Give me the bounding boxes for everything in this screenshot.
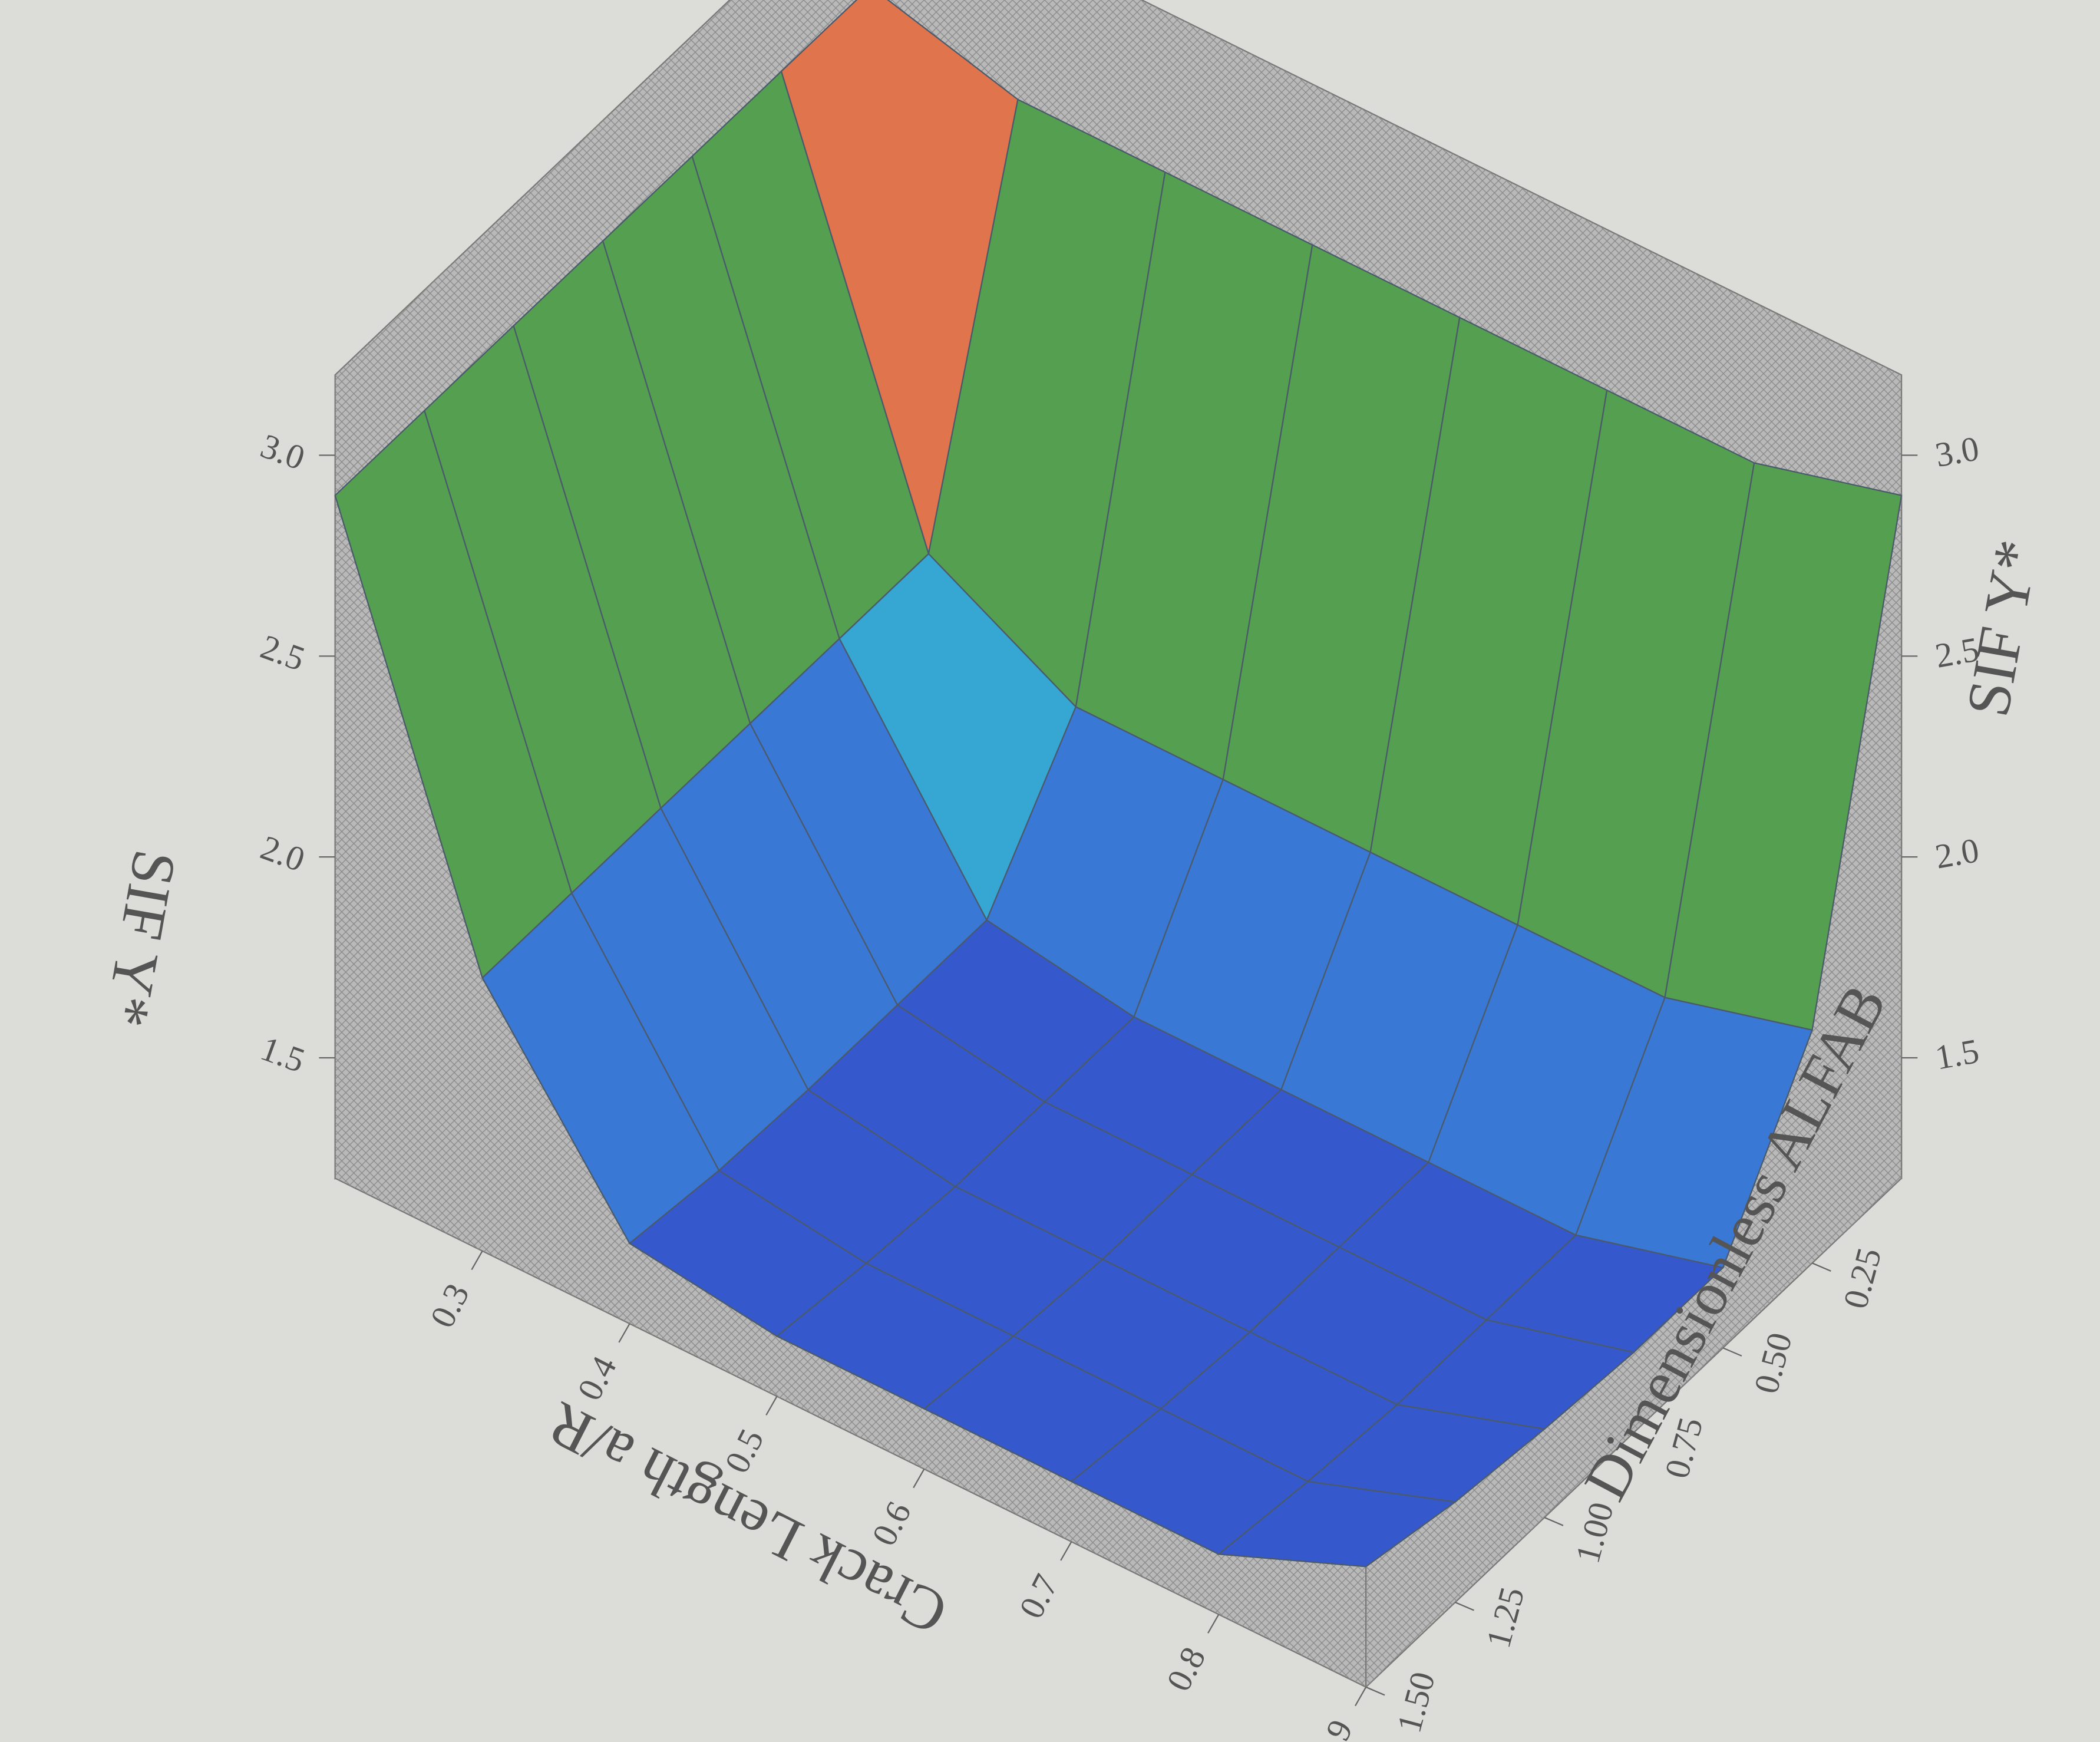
z-tick-label: 3.0 xyxy=(1932,428,1982,474)
y-tick xyxy=(1544,1517,1563,1526)
y-tick-label: 0.25 xyxy=(1835,1243,1889,1312)
page: {"chart_data": { "type": "surface", "x_l… xyxy=(0,0,2100,1742)
z-tick-label: 2.5 xyxy=(256,627,310,678)
y-tick-label: 0.50 xyxy=(1746,1328,1800,1397)
z-tick-label: 1.5 xyxy=(256,1028,310,1080)
x-tick-label: 0.3 xyxy=(422,1277,477,1334)
chart: 0.30.40.50.60.70.80.90.250.500.751.001.2… xyxy=(0,0,2100,1742)
x-tick xyxy=(1355,1687,1366,1706)
y-tick xyxy=(1723,1348,1742,1356)
y-tick-label: 1.50 xyxy=(1389,1668,1443,1737)
z-axis-label: SIF Y* xyxy=(1953,535,2052,722)
y-tick-label: 1.00 xyxy=(1568,1498,1622,1567)
z-axis-label: SIF Y* xyxy=(91,845,190,1032)
y-tick xyxy=(1366,1687,1385,1695)
x-tick-label: 0.9 xyxy=(1306,1713,1360,1742)
x-tick xyxy=(471,1251,482,1270)
x-tick xyxy=(1208,1615,1219,1634)
x-tick xyxy=(766,1396,777,1415)
z-tick-label: 2.0 xyxy=(256,827,310,879)
y-tick xyxy=(1812,1263,1831,1271)
z-tick-label: 1.5 xyxy=(1932,1031,1982,1077)
x-tick xyxy=(1061,1542,1071,1560)
y-tick-label: 1.25 xyxy=(1478,1583,1532,1652)
z-tick-label: 3.0 xyxy=(256,426,310,477)
x-tick xyxy=(913,1469,924,1488)
z-tick-label: 2.0 xyxy=(1932,830,1982,876)
x-tick-label: 0.7 xyxy=(1011,1568,1065,1625)
x-tick xyxy=(619,1324,629,1342)
x-tick-label: 0.8 xyxy=(1158,1641,1213,1697)
x-tick-label: 0.6 xyxy=(864,1495,919,1552)
y-tick xyxy=(1455,1602,1474,1611)
